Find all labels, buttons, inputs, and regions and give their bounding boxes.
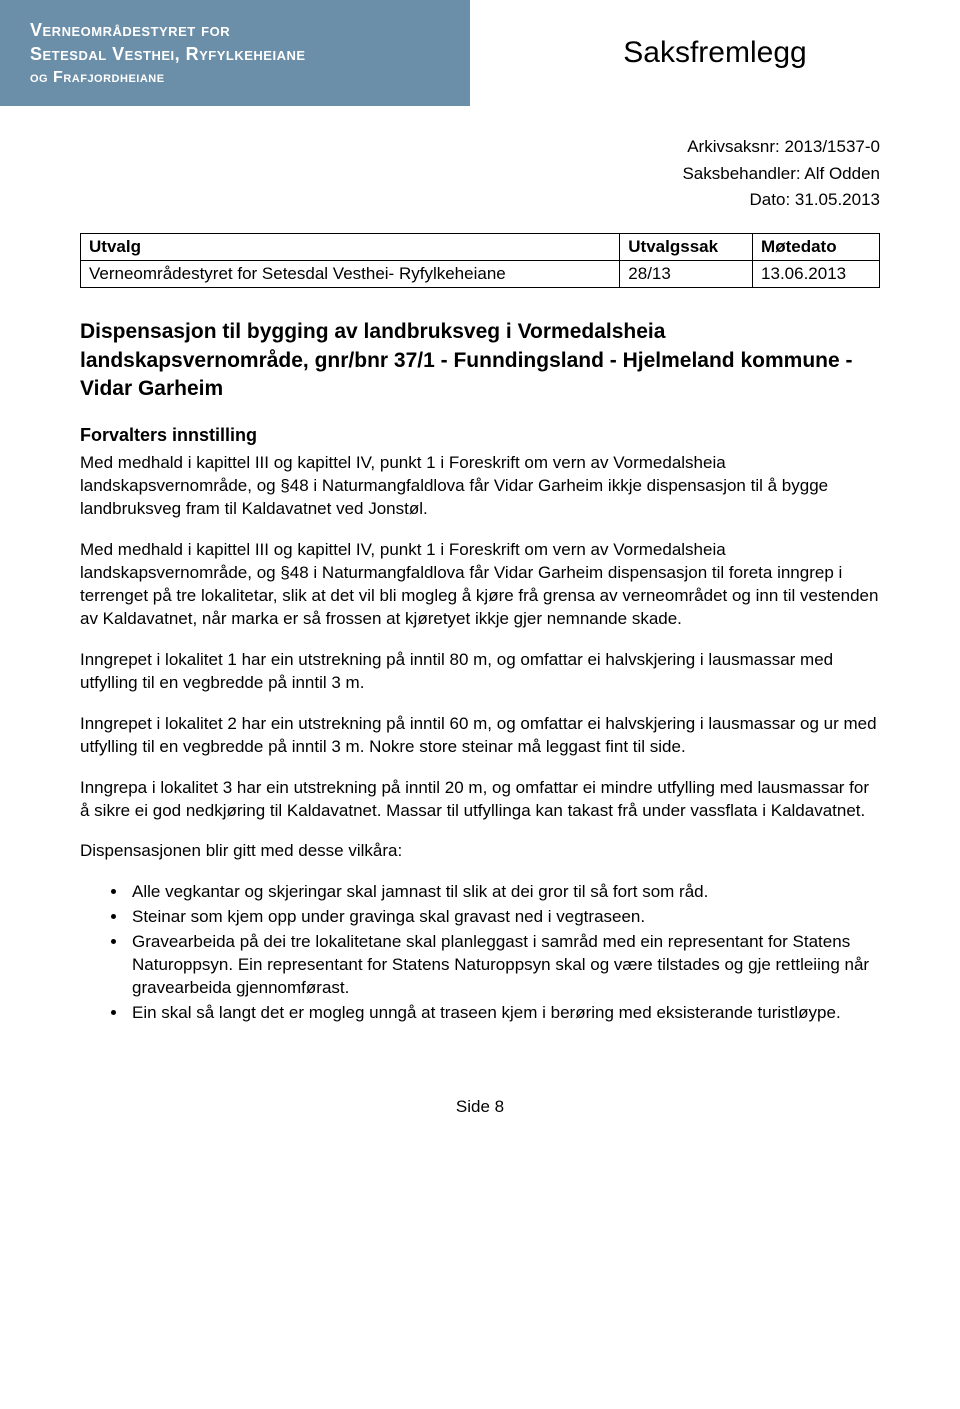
paragraph-2: Med medhald i kapittel III og kapittel I…: [80, 539, 880, 631]
saksbehandler-value: Alf Odden: [804, 164, 880, 183]
list-item: Alle vegkantar og skjeringar skal jamnas…: [128, 881, 880, 904]
document-title: Dispensasjon til bygging av landbruksveg…: [80, 318, 880, 403]
section-heading: Forvalters innstilling: [80, 425, 880, 446]
saksbehandler-row: Saksbehandler: Alf Odden: [0, 161, 880, 187]
arkivsaksnr-value: 2013/1537-0: [785, 137, 880, 156]
paragraph-1: Med medhald i kapittel III og kapittel I…: [80, 452, 880, 521]
cell-dato: 13.06.2013: [753, 261, 880, 288]
col-utvalgssak: Utvalgssak: [620, 234, 753, 261]
table-row: Verneområdestyret for Setesdal Vesthei- …: [81, 261, 880, 288]
dato-value: 31.05.2013: [795, 190, 880, 209]
cell-sak: 28/13: [620, 261, 753, 288]
document-type: Saksfremlegg: [470, 0, 960, 106]
org-title-block: Verneområdestyret for Setesdal Vesthei, …: [0, 0, 470, 106]
org-line-1: Verneområdestyret for: [30, 18, 448, 42]
arkivsaksnr-row: Arkivsaksnr: 2013/1537-0: [0, 134, 880, 160]
paragraph-5: Inngrepa i lokalitet 3 har ein utstrekni…: [80, 777, 880, 823]
org-line-3: og Frafjordheiane: [30, 67, 448, 89]
paragraph-4: Inngrepet i lokalitet 2 har ein utstrekn…: [80, 713, 880, 759]
vilkar-list: Alle vegkantar og skjeringar skal jamnas…: [80, 881, 880, 1025]
col-utvalg: Utvalg: [81, 234, 620, 261]
list-item: Ein skal så langt det er mogleg unngå at…: [128, 1002, 880, 1025]
table-header-row: Utvalg Utvalgssak Møtedato: [81, 234, 880, 261]
page-footer: Side 8: [0, 1067, 960, 1137]
dato-row: Dato: 31.05.2013: [0, 187, 880, 213]
paragraph-3: Inngrepet i lokalitet 1 har ein utstrekn…: [80, 649, 880, 695]
org-line-2: Setesdal Vesthei, Ryfylkeheiane: [30, 42, 448, 66]
header-bar: Verneområdestyret for Setesdal Vesthei, …: [0, 0, 960, 106]
meta-block: Arkivsaksnr: 2013/1537-0 Saksbehandler: …: [0, 134, 960, 233]
list-item: Gravearbeida på dei tre lokalitetane ska…: [128, 931, 880, 1000]
paragraph-6: Dispensasjonen blir gitt med desse vilkå…: [80, 840, 880, 863]
list-item: Steinar som kjem opp under gravinga skal…: [128, 906, 880, 929]
content: Utvalg Utvalgssak Møtedato Verneområdest…: [0, 233, 960, 1067]
saksbehandler-label: Saksbehandler:: [682, 164, 800, 183]
utvalg-table: Utvalg Utvalgssak Møtedato Verneområdest…: [80, 233, 880, 288]
col-motedato: Møtedato: [753, 234, 880, 261]
cell-utvalg: Verneområdestyret for Setesdal Vesthei- …: [81, 261, 620, 288]
arkivsaksnr-label: Arkivsaksnr:: [687, 137, 780, 156]
dato-label: Dato:: [750, 190, 791, 209]
